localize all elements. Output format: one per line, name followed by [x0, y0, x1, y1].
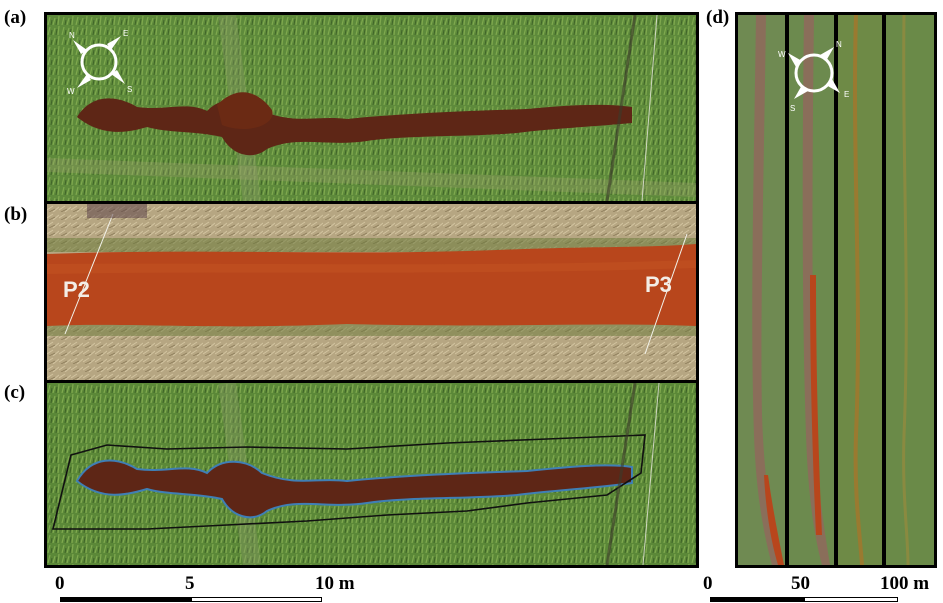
compass-d-n-label: N	[836, 40, 842, 49]
scalebar-right-tick-100: 100 m	[880, 573, 930, 594]
panel-label-a: (a)	[4, 7, 27, 28]
scalebar-right-tick-0: 0	[703, 573, 713, 594]
water-extent-outline	[75, 459, 633, 519]
scalebar-left-white-segment	[191, 597, 322, 602]
scalebar-left-black-segment	[60, 597, 191, 602]
scalebar-left-tick-10: 10 m	[315, 573, 355, 594]
panel-label-b: (b)	[4, 204, 28, 225]
compass-e-label: E	[123, 29, 128, 38]
scalebar-left-tick-5: 5	[185, 573, 195, 594]
panel-a-aerial-image: N E S W	[44, 12, 699, 204]
channel-outline	[51, 434, 646, 530]
panel-label-d: (d)	[706, 7, 730, 28]
compass-d-w-label: W	[778, 50, 786, 59]
panel-d-aerial-strips: W N E S	[735, 12, 937, 568]
scalebar-left-tick-0: 0	[55, 573, 65, 594]
compass-icon: N E S W	[67, 29, 132, 96]
scalebar-right-black-segment	[710, 597, 804, 602]
point-label-p2: P2	[63, 277, 90, 302]
scalebar-right-tick-50: 50	[791, 573, 810, 594]
compass-d-e-label: E	[844, 90, 849, 99]
compass-icon-d: W N E S	[778, 40, 849, 113]
compass-d-s-label: S	[790, 104, 795, 113]
compass-w-label: W	[67, 87, 75, 96]
panel-b-aerial-image: P2 P3	[44, 201, 699, 383]
panel-label-c: (c)	[4, 382, 26, 403]
compass-n-label: N	[69, 31, 75, 40]
scalebar-right-white-segment	[804, 597, 898, 602]
point-label-p3: P3	[645, 272, 672, 297]
compass-s-label: S	[127, 85, 132, 94]
panel-c-aerial-image	[44, 380, 699, 568]
